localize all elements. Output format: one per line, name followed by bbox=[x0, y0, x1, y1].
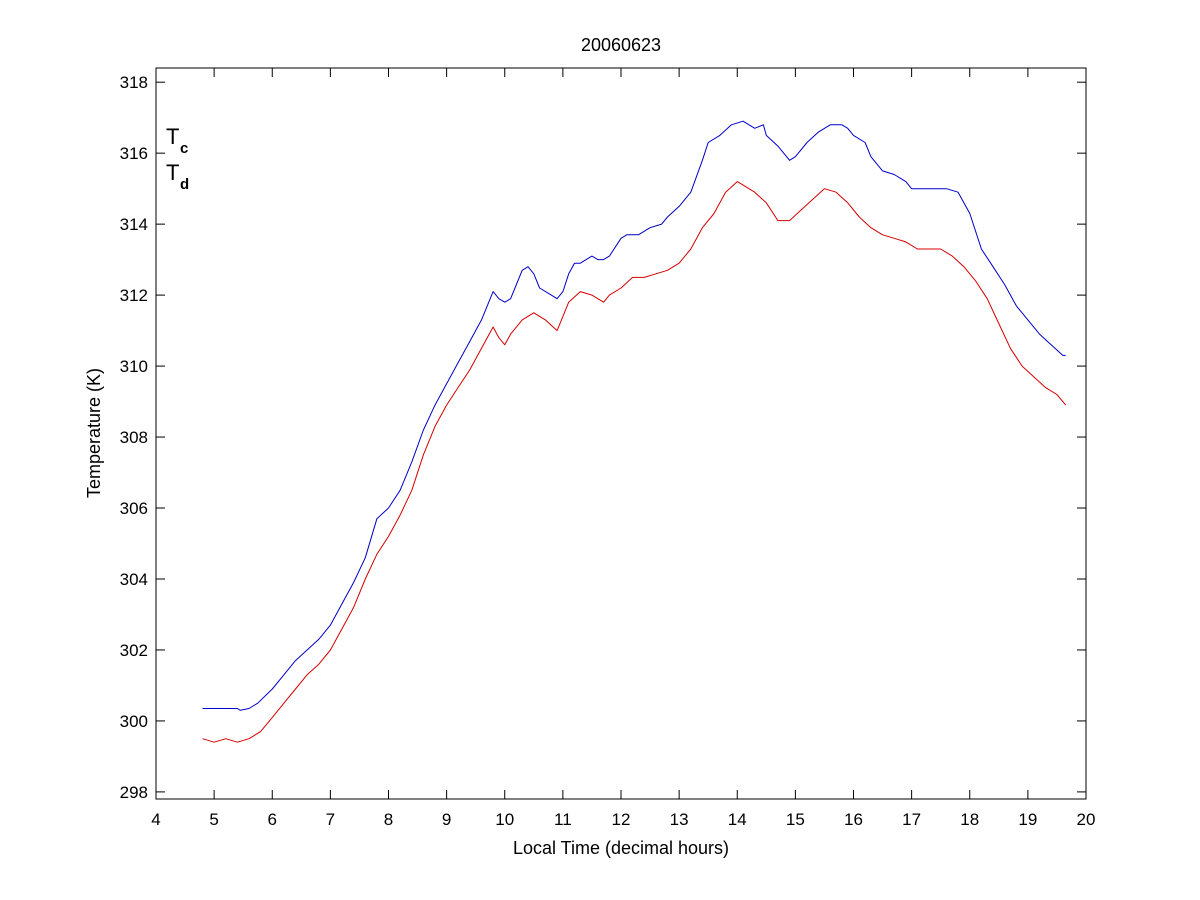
x-tick-label: 15 bbox=[786, 810, 805, 829]
y-tick-label: 318 bbox=[120, 73, 148, 92]
y-tick-label: 310 bbox=[120, 357, 148, 376]
y-tick-label: 306 bbox=[120, 499, 148, 518]
x-tick-label: 17 bbox=[902, 810, 921, 829]
series-line-tc bbox=[202, 120, 1066, 711]
y-tick-label: 308 bbox=[120, 428, 148, 447]
x-tick-label: 12 bbox=[612, 810, 631, 829]
legend-tc-subscript: c bbox=[180, 140, 188, 157]
y-tick-label: 314 bbox=[120, 215, 148, 234]
y-tick-label: 304 bbox=[120, 570, 148, 589]
y-tick-label: 312 bbox=[120, 286, 148, 305]
legend-entry-td: T d bbox=[166, 160, 189, 193]
x-tick-label: 20 bbox=[1077, 810, 1096, 829]
x-tick-label: 19 bbox=[1018, 810, 1037, 829]
x-tick-label: 10 bbox=[495, 810, 514, 829]
series-line-td bbox=[202, 181, 1067, 743]
legend-tc-main: T bbox=[166, 124, 179, 149]
x-tick-label: 5 bbox=[209, 810, 218, 829]
x-tick-label: 18 bbox=[960, 810, 979, 829]
y-tick-label: 300 bbox=[120, 712, 148, 731]
legend-td-subscript: d bbox=[180, 176, 189, 193]
series-layer bbox=[202, 120, 1067, 743]
y-tick-label: 316 bbox=[120, 144, 148, 163]
x-tick-label: 4 bbox=[151, 810, 160, 829]
axis-tick-labels: 4 5 6 7 8 9 10 11 12 13 14 15 16 17 18 19 20 298 300 302 304… bbox=[120, 73, 1096, 829]
x-tick-label: 11 bbox=[554, 810, 572, 829]
x-axis-label: Local Time (decimal hours) bbox=[513, 838, 729, 858]
axis-ticks bbox=[155, 68, 1087, 799]
x-tick-label: 13 bbox=[670, 810, 689, 829]
chart-title: 20060623 bbox=[581, 35, 661, 55]
legend-td-main: T bbox=[166, 160, 179, 185]
y-tick-label: 298 bbox=[120, 783, 148, 802]
x-tick-label: 16 bbox=[844, 810, 863, 829]
y-axis-label: Temperature (K) bbox=[84, 368, 104, 498]
x-tick-label: 14 bbox=[728, 810, 747, 829]
plot-area bbox=[155, 67, 1087, 800]
x-tick-label: 6 bbox=[268, 810, 277, 829]
x-tick-label: 8 bbox=[384, 810, 393, 829]
x-tick-label: 9 bbox=[442, 810, 451, 829]
y-tick-label: 302 bbox=[120, 641, 148, 660]
x-tick-label: 7 bbox=[326, 810, 335, 829]
legend-entry-tc: T c bbox=[166, 124, 188, 157]
legend: T c T d bbox=[166, 124, 189, 193]
